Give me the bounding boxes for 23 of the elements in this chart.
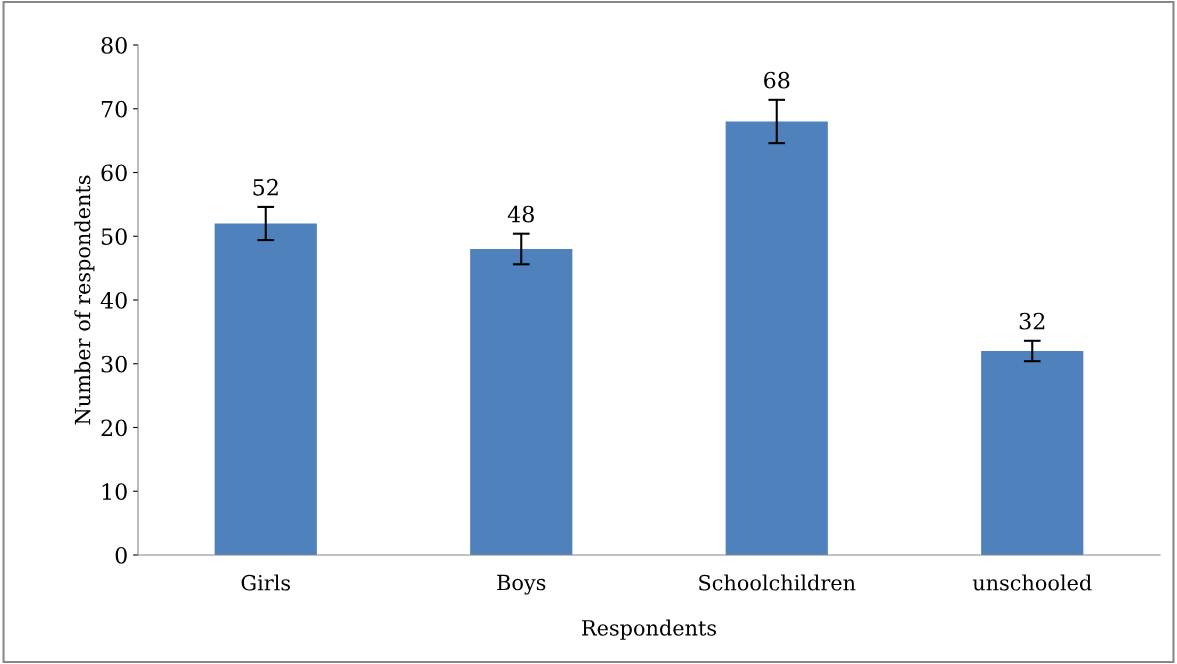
x-tick-label: unschooled (972, 574, 1092, 591)
y-tick-label: 60 (101, 164, 127, 182)
y-tick-label: 50 (101, 228, 127, 246)
x-tick-label: Boys (497, 574, 546, 595)
x-tick-label: Schoolchildren (699, 574, 856, 591)
bar (214, 223, 317, 555)
data-label: 32 (1019, 312, 1045, 330)
y-tick-label: 80 (101, 36, 127, 54)
y-tick-label: 20 (101, 419, 127, 437)
y-tick-label: 70 (101, 100, 127, 118)
y-tick-label: 10 (102, 483, 127, 501)
bar (470, 249, 573, 555)
y-axis-title: Number of respondents (74, 175, 95, 425)
y-tick-label: 30 (101, 355, 127, 373)
x-axis-title: Respondents (582, 619, 716, 640)
bar (981, 351, 1084, 555)
data-label: 68 (764, 71, 790, 89)
x-tick-label: Girls (241, 574, 290, 591)
y-tick-label: 0 (115, 546, 127, 564)
data-label: 48 (507, 205, 534, 223)
y-tick-label: 40 (100, 291, 127, 309)
bar (725, 121, 828, 555)
data-label: 52 (253, 178, 278, 196)
